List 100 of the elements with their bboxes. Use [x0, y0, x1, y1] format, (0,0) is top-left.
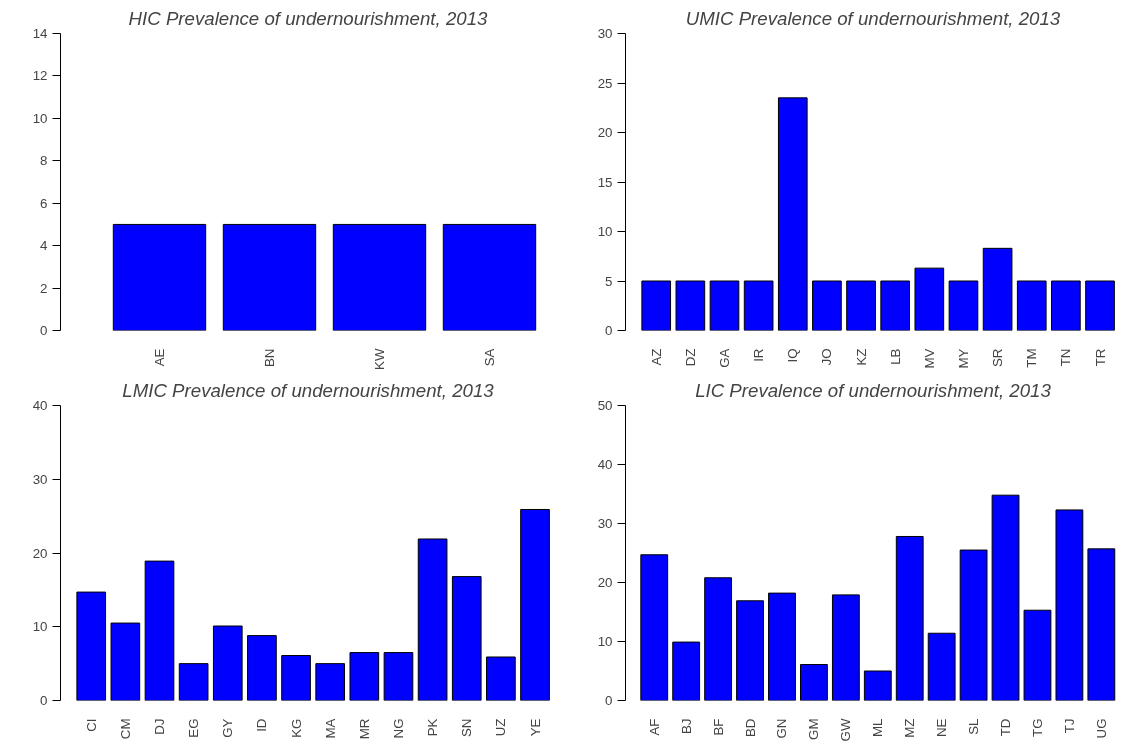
- bar: [736, 600, 764, 701]
- bar: [178, 663, 209, 701]
- y-tick-label: 14: [32, 26, 49, 41]
- x-tick-label: EG: [186, 718, 202, 738]
- x-tick-label: GW: [838, 718, 854, 742]
- y-tick-label: 40: [32, 398, 48, 413]
- x-tick-label: GA: [717, 348, 732, 368]
- bar: [417, 538, 448, 701]
- bar: [709, 280, 740, 331]
- bar: [1016, 280, 1047, 331]
- bar: [777, 97, 808, 331]
- bar: [914, 267, 945, 331]
- bar: [76, 591, 107, 701]
- bar: [768, 592, 796, 701]
- y-tick-label: 15: [597, 174, 613, 190]
- x-tick-label: CM: [117, 718, 133, 740]
- bar: [349, 652, 380, 701]
- bar: [1085, 280, 1115, 331]
- y-tick-label: 0: [40, 693, 48, 708]
- x-tick-label: BD: [742, 718, 758, 738]
- x-tick-label: TR: [1092, 348, 1108, 367]
- bar: [640, 554, 669, 701]
- y-tick-label: 2: [40, 280, 48, 296]
- x-tick-label: DZ: [682, 348, 698, 367]
- x-tick-label: MY: [955, 348, 971, 369]
- x-tick-label: YE: [527, 718, 543, 737]
- x-tick-label: AF: [646, 718, 662, 736]
- x-tick-label: IQ: [785, 348, 801, 363]
- bar: [846, 280, 876, 331]
- bar: [880, 280, 911, 331]
- bar: [927, 632, 956, 701]
- bar: [315, 663, 346, 701]
- bar: [212, 625, 243, 701]
- x-tick-label: AZ: [648, 348, 664, 366]
- y-tick-label: 5: [605, 273, 613, 289]
- bar: [641, 280, 672, 331]
- bar: [144, 560, 175, 701]
- x-tick-label: BJ: [678, 718, 694, 735]
- bar: [1055, 509, 1084, 701]
- x-tick-label: AE: [152, 348, 167, 367]
- y-tick-label: 6: [40, 195, 48, 211]
- y-tick-label: 50: [597, 398, 613, 413]
- x-tick-label: KG: [288, 718, 304, 738]
- bar: [831, 594, 860, 701]
- y-tick-label: 20: [32, 545, 48, 561]
- x-tick-label: SL: [966, 718, 982, 735]
- x-tick-label: NE: [934, 718, 950, 738]
- bar: [948, 280, 979, 331]
- bar: [982, 247, 1013, 331]
- y-tick-label: 30: [597, 516, 613, 531]
- x-tick-label: DJ: [152, 718, 167, 735]
- y-tick-label: 0: [605, 693, 613, 708]
- x-tick-label: LB: [887, 348, 903, 365]
- x-tick-label: TN: [1058, 348, 1074, 367]
- bar: [672, 641, 701, 701]
- y-tick-label: 10: [32, 619, 48, 635]
- x-tick-label: ID: [254, 718, 270, 732]
- x-tick-label: TM: [1024, 348, 1040, 368]
- y-tick-label: 30: [32, 471, 48, 487]
- y-tick-label: 12: [32, 68, 48, 84]
- bar: [959, 549, 988, 701]
- bar: [281, 655, 311, 701]
- x-tick-label: SR: [990, 348, 1006, 368]
- bar: [895, 535, 924, 701]
- chart-title: LMIC Prevalence of undernourishment, 2013: [122, 379, 495, 401]
- y-tick-label: 10: [597, 634, 613, 649]
- x-tick-label: CI: [83, 718, 99, 732]
- bar: [991, 494, 1020, 701]
- y-tick-label: 40: [597, 457, 613, 472]
- bar: [743, 280, 774, 331]
- x-tick-label: BN: [262, 348, 277, 368]
- x-tick-label: TG: [1029, 718, 1045, 738]
- y-tick-label: 25: [597, 75, 613, 91]
- x-tick-label: GM: [806, 718, 822, 740]
- bar: [110, 622, 141, 701]
- x-tick-label: MR: [356, 718, 372, 740]
- y-tick-label: 20: [597, 125, 613, 140]
- y-tick-label: 0: [605, 323, 613, 338]
- bar: [704, 577, 733, 701]
- y-tick-label: 8: [40, 153, 48, 169]
- x-tick-label: KZ: [853, 348, 869, 366]
- bar: [1051, 280, 1081, 331]
- chart-title: HIC Prevalence of undernourishment, 2013: [128, 7, 489, 29]
- bar: [863, 670, 892, 701]
- x-tick-label: GY: [220, 718, 236, 738]
- x-tick-label: GN: [774, 718, 790, 739]
- y-tick-label: 0: [40, 323, 48, 338]
- x-tick-label: SN: [459, 718, 475, 738]
- bar: [247, 635, 277, 701]
- chart-title: LIC Prevalence of undernourishment, 2013: [695, 379, 1052, 401]
- bar: [812, 280, 842, 331]
- y-tick-label: 30: [597, 26, 613, 41]
- x-tick-label: PK: [425, 718, 441, 737]
- bar: [451, 576, 482, 701]
- bar: [1087, 548, 1116, 701]
- x-tick-label: UZ: [493, 718, 509, 737]
- x-tick-label: NG: [390, 718, 406, 739]
- x-tick-label: TJ: [1061, 718, 1077, 734]
- x-tick-label: UG: [1093, 718, 1109, 739]
- x-tick-label: MV: [921, 348, 937, 369]
